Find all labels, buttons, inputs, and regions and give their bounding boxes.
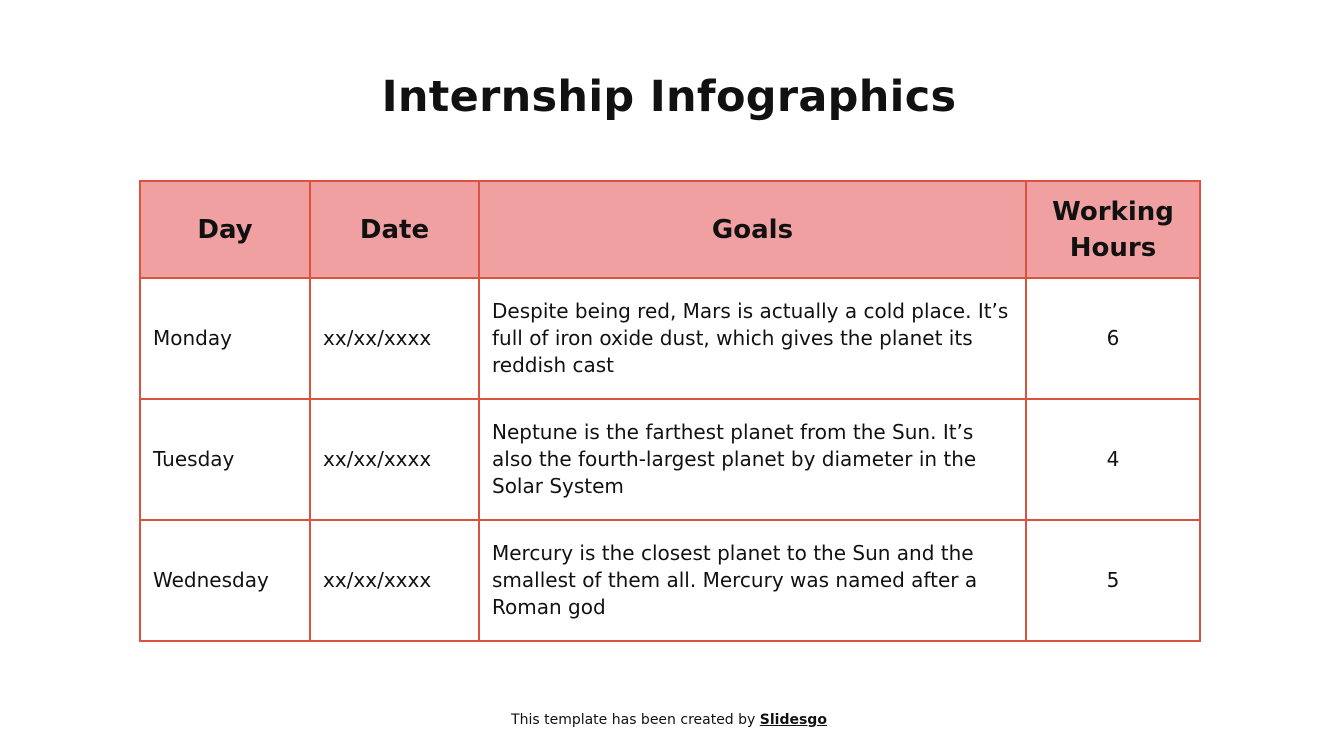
cell-day: Tuesday bbox=[139, 398, 311, 521]
cell-date: xx/xx/xxxx bbox=[309, 519, 480, 642]
header-day: Day bbox=[139, 180, 311, 279]
header-working-hours: Working Hours bbox=[1025, 180, 1201, 279]
table-row: Monday xx/xx/xxxx Despite being red, Mar… bbox=[139, 277, 1201, 400]
table-header-row: Day Date Goals Working Hours bbox=[139, 180, 1201, 279]
page-title: Internship Infographics bbox=[381, 72, 957, 122]
cell-hours: 5 bbox=[1025, 519, 1201, 642]
cell-goal: Despite being red, Mars is actually a co… bbox=[478, 277, 1027, 400]
cell-date: xx/xx/xxxx bbox=[309, 277, 480, 400]
header-goals: Goals bbox=[478, 180, 1027, 279]
table-row: Tuesday xx/xx/xxxx Neptune is the farthe… bbox=[139, 398, 1201, 521]
footer-text: This template has been created by bbox=[511, 712, 760, 728]
table-row: Wednesday xx/xx/xxxx Mercury is the clos… bbox=[139, 519, 1201, 642]
internship-table: Day Date Goals Working Hours Monday xx/x… bbox=[139, 180, 1201, 642]
cell-day: Wednesday bbox=[139, 519, 311, 642]
cell-day: Monday bbox=[139, 277, 311, 400]
cell-goal: Mercury is the closest planet to the Sun… bbox=[478, 519, 1027, 642]
header-working-hours-label: Working Hours bbox=[1052, 196, 1174, 263]
slidesgo-link[interactable]: Slidesgo bbox=[759, 712, 827, 728]
cell-goal: Neptune is the farthest planet from the … bbox=[478, 398, 1027, 521]
cell-hours: 4 bbox=[1025, 398, 1201, 521]
cell-hours: 6 bbox=[1025, 277, 1201, 400]
footer-credit: This template has been created by Slides… bbox=[0, 712, 1338, 728]
header-date: Date bbox=[309, 180, 480, 279]
cell-date: xx/xx/xxxx bbox=[309, 398, 480, 521]
